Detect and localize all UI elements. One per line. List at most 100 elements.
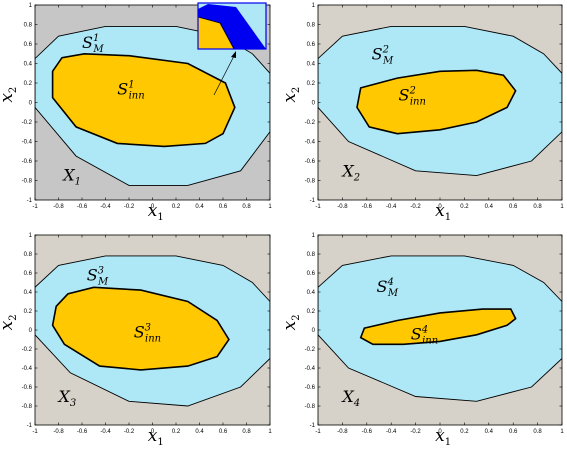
y-tick-label: 1: [312, 3, 316, 9]
x-tick-label: 0.2: [172, 204, 181, 210]
y-tick-label: 0.8: [307, 252, 316, 258]
y-tick-label: 0.6: [307, 271, 316, 277]
y-tick-label: -0.4: [305, 366, 316, 372]
y-axis-label: x2: [0, 87, 19, 103]
y-tick-label: -0.2: [305, 347, 316, 353]
x-tick-label: -1: [315, 204, 321, 210]
middle-set-label: S3 M: [87, 266, 109, 288]
x-tick-label: 0.4: [195, 204, 204, 210]
x-tick-label: 1: [560, 429, 564, 435]
x-axis-label: x1: [148, 426, 164, 448]
x-tick-label: 0.4: [485, 429, 494, 435]
x-tick-label: 0.2: [460, 429, 469, 435]
middle-set-label: S1 M: [82, 33, 104, 55]
y-tick-label: 0.2: [307, 309, 316, 315]
x-tick-label: 0: [151, 204, 155, 210]
x-tick-label: 0.6: [219, 204, 228, 210]
x-tick-label: 0.2: [460, 204, 469, 210]
x-axis-label: x1: [435, 426, 451, 448]
y-tick-label: -0.4: [305, 140, 316, 146]
y-tick-label: 0.8: [24, 252, 33, 258]
x-tick-label: -0.2: [124, 429, 135, 435]
y-tick-label: 0.2: [307, 81, 316, 87]
region-label: X3: [57, 387, 77, 409]
x-tick-label: -0.8: [53, 429, 64, 435]
x-tick-label: 0.8: [533, 204, 542, 210]
y-tick-label: 1: [29, 233, 33, 239]
x-tick-label: 0.8: [242, 429, 251, 435]
x-tick-label: -0.6: [77, 429, 88, 435]
x-tick-label: -0.4: [386, 204, 397, 210]
y-tick-label: 1: [29, 3, 33, 9]
region-label: X4: [340, 387, 360, 409]
x-tick-label: -0.4: [100, 429, 111, 435]
x-tick-label: 0.6: [219, 429, 228, 435]
panel-4: -1 1 -0.8 0.8 -0.6 0.6 -0.4 0.4 -0.2 0.2 0 0 0.2 -0.2…: [280, 233, 564, 448]
x-tick-label: -0.6: [362, 204, 373, 210]
x-tick-label: 0.8: [242, 204, 251, 210]
x-tick-label: 0: [151, 429, 155, 435]
inner-set: [356, 69, 517, 135]
region-label: X2: [340, 162, 360, 184]
x-tick-label: -0.2: [124, 204, 135, 210]
inset-arrowhead: [231, 51, 236, 58]
y-tick-label: -0.2: [305, 120, 316, 126]
x-tick-label: 0.4: [195, 429, 204, 435]
x-tick-label: 0.6: [509, 204, 518, 210]
y-tick-label: -0.2: [22, 120, 33, 126]
y-axis-label: x2: [0, 314, 19, 330]
y-tick-label: -0.4: [22, 366, 33, 372]
y-tick-label: 0: [312, 328, 316, 334]
x-tick-label: 0.2: [172, 429, 181, 435]
y-tick-label: -0.6: [22, 385, 33, 391]
region-label: X1: [61, 166, 81, 188]
middle-set-label: S4 M: [377, 277, 399, 299]
y-tick-label: -0.8: [305, 179, 316, 185]
y-tick-label: 0.4: [307, 62, 316, 68]
x-tick-label: -0.4: [100, 204, 111, 210]
y-tick-label: 0: [29, 328, 33, 334]
x-tick-label: -1: [32, 204, 38, 210]
panel-3: -1 1 -0.8 0.8 -0.6 0.6 -0.4 0.4 -0.2 0.2 0 0 0.2 -0.2…: [0, 233, 272, 448]
x-axis-label: x1: [148, 201, 164, 223]
y-tick-label: -0.4: [22, 140, 33, 146]
y-tick-label: -0.6: [305, 385, 316, 391]
x-tick-label: -0.4: [386, 429, 397, 435]
y-tick-label: 0.8: [307, 23, 316, 29]
y-tick-label: 0.4: [24, 62, 33, 68]
x-tick-label: -0.6: [77, 204, 88, 210]
y-tick-label: 0: [29, 101, 33, 107]
y-tick-label: 0.6: [307, 42, 316, 48]
x-tick-label: -0.8: [53, 204, 64, 210]
y-axis-label: x2: [280, 314, 302, 330]
inset-pointer-line: [213, 55, 235, 96]
x-tick-label: -0.8: [337, 204, 348, 210]
inner-set-label: S3 inn: [134, 323, 161, 345]
x-tick-label: -0.2: [410, 429, 421, 435]
x-tick-label: -0.8: [337, 429, 348, 435]
inner-set-label: S2 inn: [399, 86, 426, 108]
inner-set-label: S4 inn: [411, 325, 438, 347]
x-tick-label: 1: [560, 204, 564, 210]
middle-set-label: S2 M: [372, 45, 394, 67]
y-tick-label: -1: [310, 198, 316, 204]
x-tick-label: 0.6: [509, 429, 518, 435]
y-tick-label: 1: [312, 233, 316, 239]
inner-set-label: S1 inn: [117, 80, 144, 102]
y-tick-label: 0.4: [307, 290, 316, 296]
zoom-inset: [197, 2, 267, 96]
x-tick-label: 0: [438, 204, 442, 210]
x-tick-label: -0.6: [362, 429, 373, 435]
y-tick-label: 0.6: [24, 271, 33, 277]
y-axis-label: x2: [280, 87, 302, 103]
inset-frame: [197, 2, 267, 50]
y-tick-label: 0.6: [24, 42, 33, 48]
inner-set: [51, 52, 236, 148]
y-tick-label: 0.4: [24, 290, 33, 296]
panel-2: -1 1 -0.8 0.8 -0.6 0.6 -0.4 0.4 -0.2 0.2 0 0 0.2 -0.2…: [280, 3, 564, 223]
y-tick-label: -0.8: [22, 179, 33, 185]
inner-set: [51, 286, 230, 371]
y-tick-label: -0.8: [22, 404, 33, 410]
x-tick-label: 0.4: [485, 204, 494, 210]
